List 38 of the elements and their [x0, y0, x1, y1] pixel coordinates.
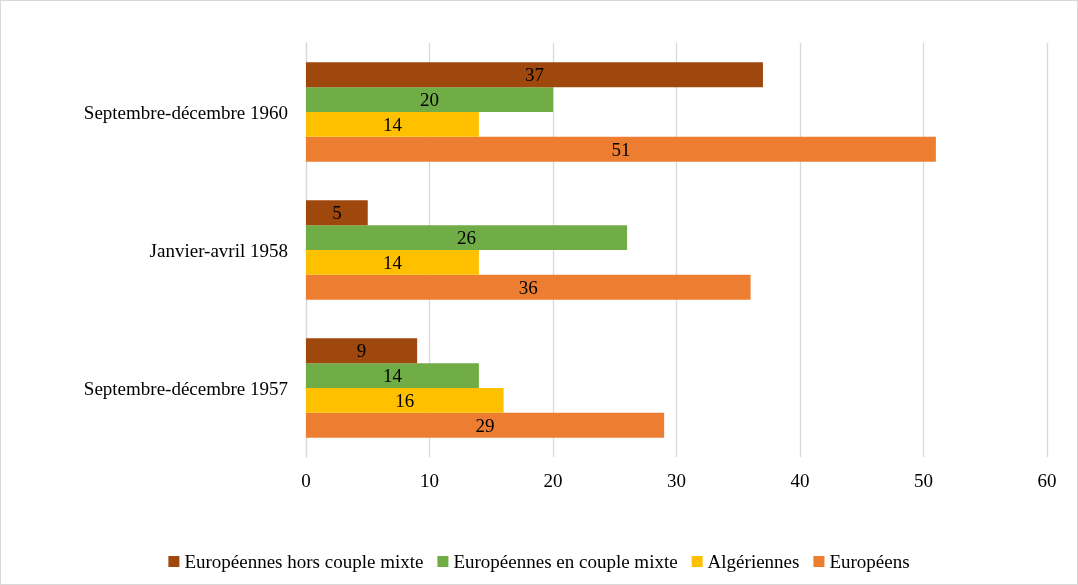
- y-tick-label: Septembre-décembre 1960: [83, 101, 288, 123]
- legend-label: Européens: [829, 551, 910, 572]
- x-tick-label: 10: [420, 470, 439, 491]
- bar: [306, 136, 936, 162]
- legend-label: Algériennes: [707, 551, 800, 572]
- data-label: 16: [395, 389, 415, 411]
- data-label: 26: [457, 227, 477, 249]
- bar: [306, 225, 628, 250]
- data-label: 36: [518, 276, 538, 298]
- data-label: 14: [382, 365, 403, 387]
- bar: [306, 338, 418, 364]
- x-tick-label: 0: [301, 470, 311, 491]
- data-label: 29: [475, 414, 495, 436]
- bar: [306, 363, 479, 388]
- data-label: 37: [524, 64, 544, 86]
- bar: [306, 274, 751, 300]
- bar: [306, 112, 479, 137]
- y-tick-label: Janvier-avril 1958: [149, 239, 288, 261]
- bar: [306, 412, 665, 438]
- x-tick-label: 60: [1037, 470, 1057, 491]
- bar: [306, 62, 763, 88]
- legend-label: Européennes hors couple mixte: [184, 551, 424, 572]
- data-label: 14: [382, 251, 403, 273]
- data-label: 14: [382, 113, 403, 135]
- x-tick-label: 20: [543, 470, 563, 491]
- y-tick-label: Septembre-décembre 1957: [83, 377, 288, 399]
- data-label: 20: [420, 89, 439, 111]
- data-label: 5: [332, 202, 342, 224]
- x-tick-label: 50: [914, 470, 933, 491]
- bar: [306, 87, 553, 112]
- data-label: 51: [611, 138, 631, 160]
- x-tick-label: 30: [667, 470, 686, 491]
- bar: [306, 388, 504, 413]
- data-label: 9: [356, 340, 367, 362]
- bar: [306, 200, 368, 226]
- x-tick-label: 40: [790, 470, 810, 491]
- bar: [306, 250, 479, 275]
- legend-label: Européennes en couple mixte: [453, 551, 678, 572]
